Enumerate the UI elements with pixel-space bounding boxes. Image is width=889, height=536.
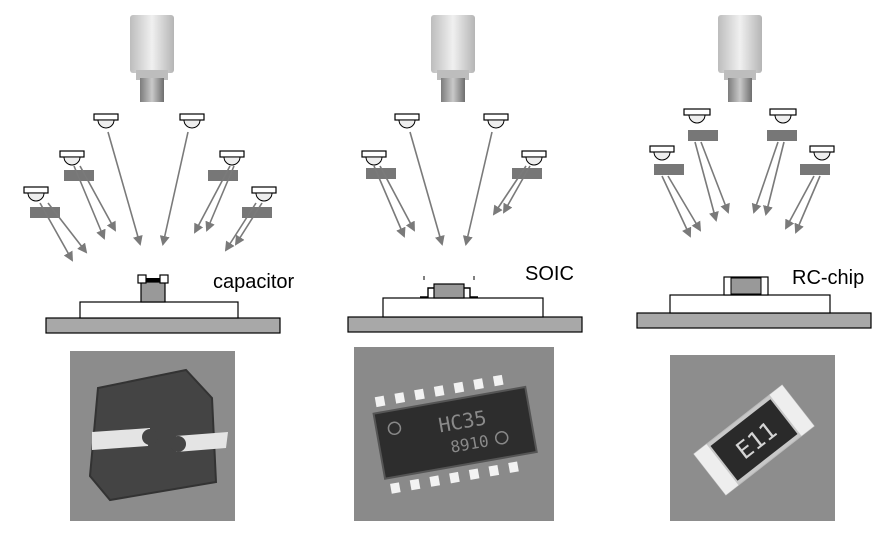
light-fixture-icon bbox=[23, 186, 49, 202]
light-rays bbox=[373, 131, 531, 246]
light-bar bbox=[366, 168, 396, 179]
pcb-board bbox=[79, 301, 239, 319]
light-bar bbox=[242, 207, 272, 218]
light-rays bbox=[39, 131, 263, 262]
light-fixture-icon bbox=[521, 150, 547, 166]
light-fixture-icon bbox=[219, 150, 245, 166]
panel-capacitor bbox=[23, 15, 281, 334]
camera-icon bbox=[718, 15, 762, 102]
pcb-board bbox=[382, 297, 544, 318]
label-capacitor: capacitor bbox=[213, 271, 295, 293]
light-fixture-icon bbox=[769, 108, 797, 124]
light-fixture-icon bbox=[683, 108, 711, 124]
capacitor-photo bbox=[70, 351, 235, 521]
base-plate bbox=[347, 316, 583, 333]
base-plate bbox=[636, 312, 872, 329]
rcchip-component bbox=[723, 276, 769, 296]
light-bar bbox=[208, 170, 238, 181]
panel-rcchip bbox=[636, 15, 872, 329]
light-bar bbox=[64, 170, 94, 181]
light-bar bbox=[654, 164, 684, 175]
light-fixture-icon bbox=[483, 113, 509, 129]
light-bar bbox=[688, 130, 718, 141]
base-plate bbox=[45, 317, 281, 334]
light-fixture-icon bbox=[93, 113, 119, 129]
light-bar bbox=[800, 164, 830, 175]
light-fixture-icon bbox=[251, 186, 277, 202]
pcb-board bbox=[669, 294, 831, 314]
camera-icon bbox=[431, 15, 475, 102]
soic-photo: HC35 8910 bbox=[354, 347, 554, 521]
light-fixture-icon bbox=[179, 113, 205, 129]
rcchip-photo: E11 bbox=[670, 355, 835, 521]
camera-icon bbox=[130, 15, 174, 102]
soic-component bbox=[420, 276, 478, 299]
light-fixture-icon bbox=[361, 150, 387, 166]
light-rays bbox=[661, 141, 821, 238]
label-rcchip: RC-chip bbox=[792, 267, 865, 289]
light-fixture-icon bbox=[394, 113, 420, 129]
light-fixture-icon bbox=[649, 145, 675, 161]
light-fixture-icon bbox=[59, 150, 85, 166]
light-bar bbox=[767, 130, 797, 141]
panel-soic bbox=[347, 15, 583, 333]
light-fixture-icon bbox=[809, 145, 835, 161]
light-bar bbox=[512, 168, 542, 179]
capacitor-component bbox=[137, 274, 169, 303]
label-soic: SOIC bbox=[525, 263, 574, 285]
